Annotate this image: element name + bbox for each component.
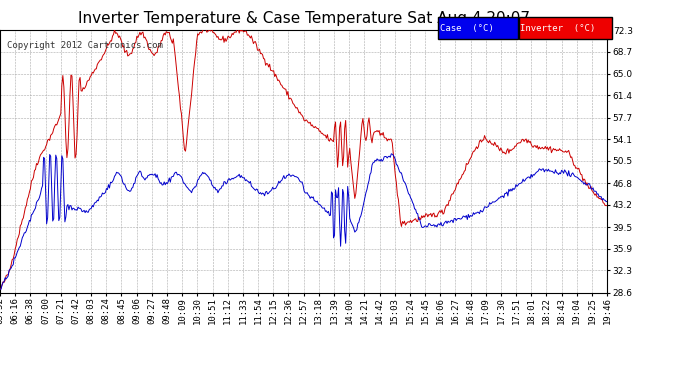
Text: Inverter Temperature & Case Temperature Sat Aug 4 20:07: Inverter Temperature & Case Temperature … bbox=[77, 11, 530, 26]
Text: Inverter  (°C): Inverter (°C) bbox=[520, 24, 595, 33]
Text: Case  (°C): Case (°C) bbox=[440, 24, 493, 33]
Text: Copyright 2012 Cartronics.com: Copyright 2012 Cartronics.com bbox=[7, 41, 163, 50]
